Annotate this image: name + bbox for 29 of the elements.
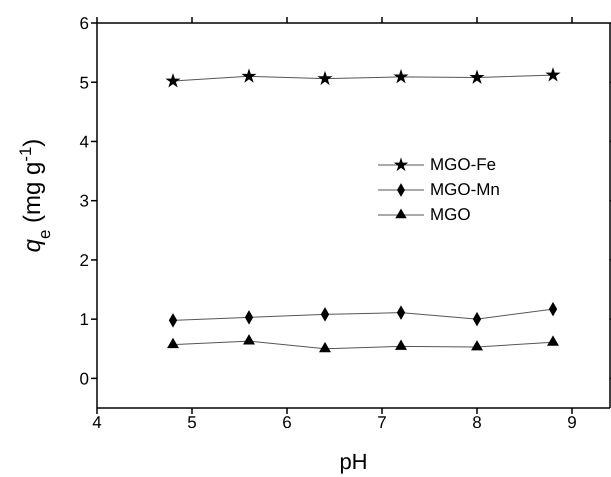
y-tick-label: 5 [80,73,89,92]
y-tick-label: 6 [80,14,89,34]
x-tick-label: 7 [377,413,387,432]
point [242,69,256,82]
point [470,70,484,84]
point [471,340,483,350]
point [319,342,331,352]
legend-label: MGO [430,204,471,224]
point [318,72,332,84]
x-tick-label: 4 [92,413,102,432]
y-tick-label: 3 [80,192,89,211]
point [243,334,255,345]
x-tick-label: 8 [472,413,482,432]
y-tick-label: 4 [80,132,89,152]
x-tick-label: 5 [187,413,197,432]
x-tick-label: 6 [282,413,292,432]
point [166,74,180,87]
point [547,336,559,346]
point [395,340,407,350]
point [394,70,408,83]
y-tick-label: 2 [80,250,89,270]
y-tick-label: 1 [80,310,89,330]
y-tick-label: 0 [80,369,89,388]
point [167,338,179,348]
point [546,68,560,81]
legend-label: MGO-Mn [430,180,500,200]
x-tick-label: 9 [567,413,577,432]
legend-label: MGO-Fe [430,154,496,174]
x-axis-title: pH [339,449,368,474]
